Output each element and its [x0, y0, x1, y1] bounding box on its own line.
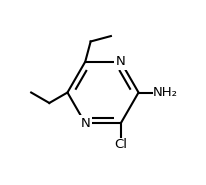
Text: Cl: Cl	[114, 138, 127, 151]
Text: N: N	[116, 55, 126, 68]
Text: NH₂: NH₂	[153, 86, 178, 99]
Text: N: N	[80, 117, 90, 130]
